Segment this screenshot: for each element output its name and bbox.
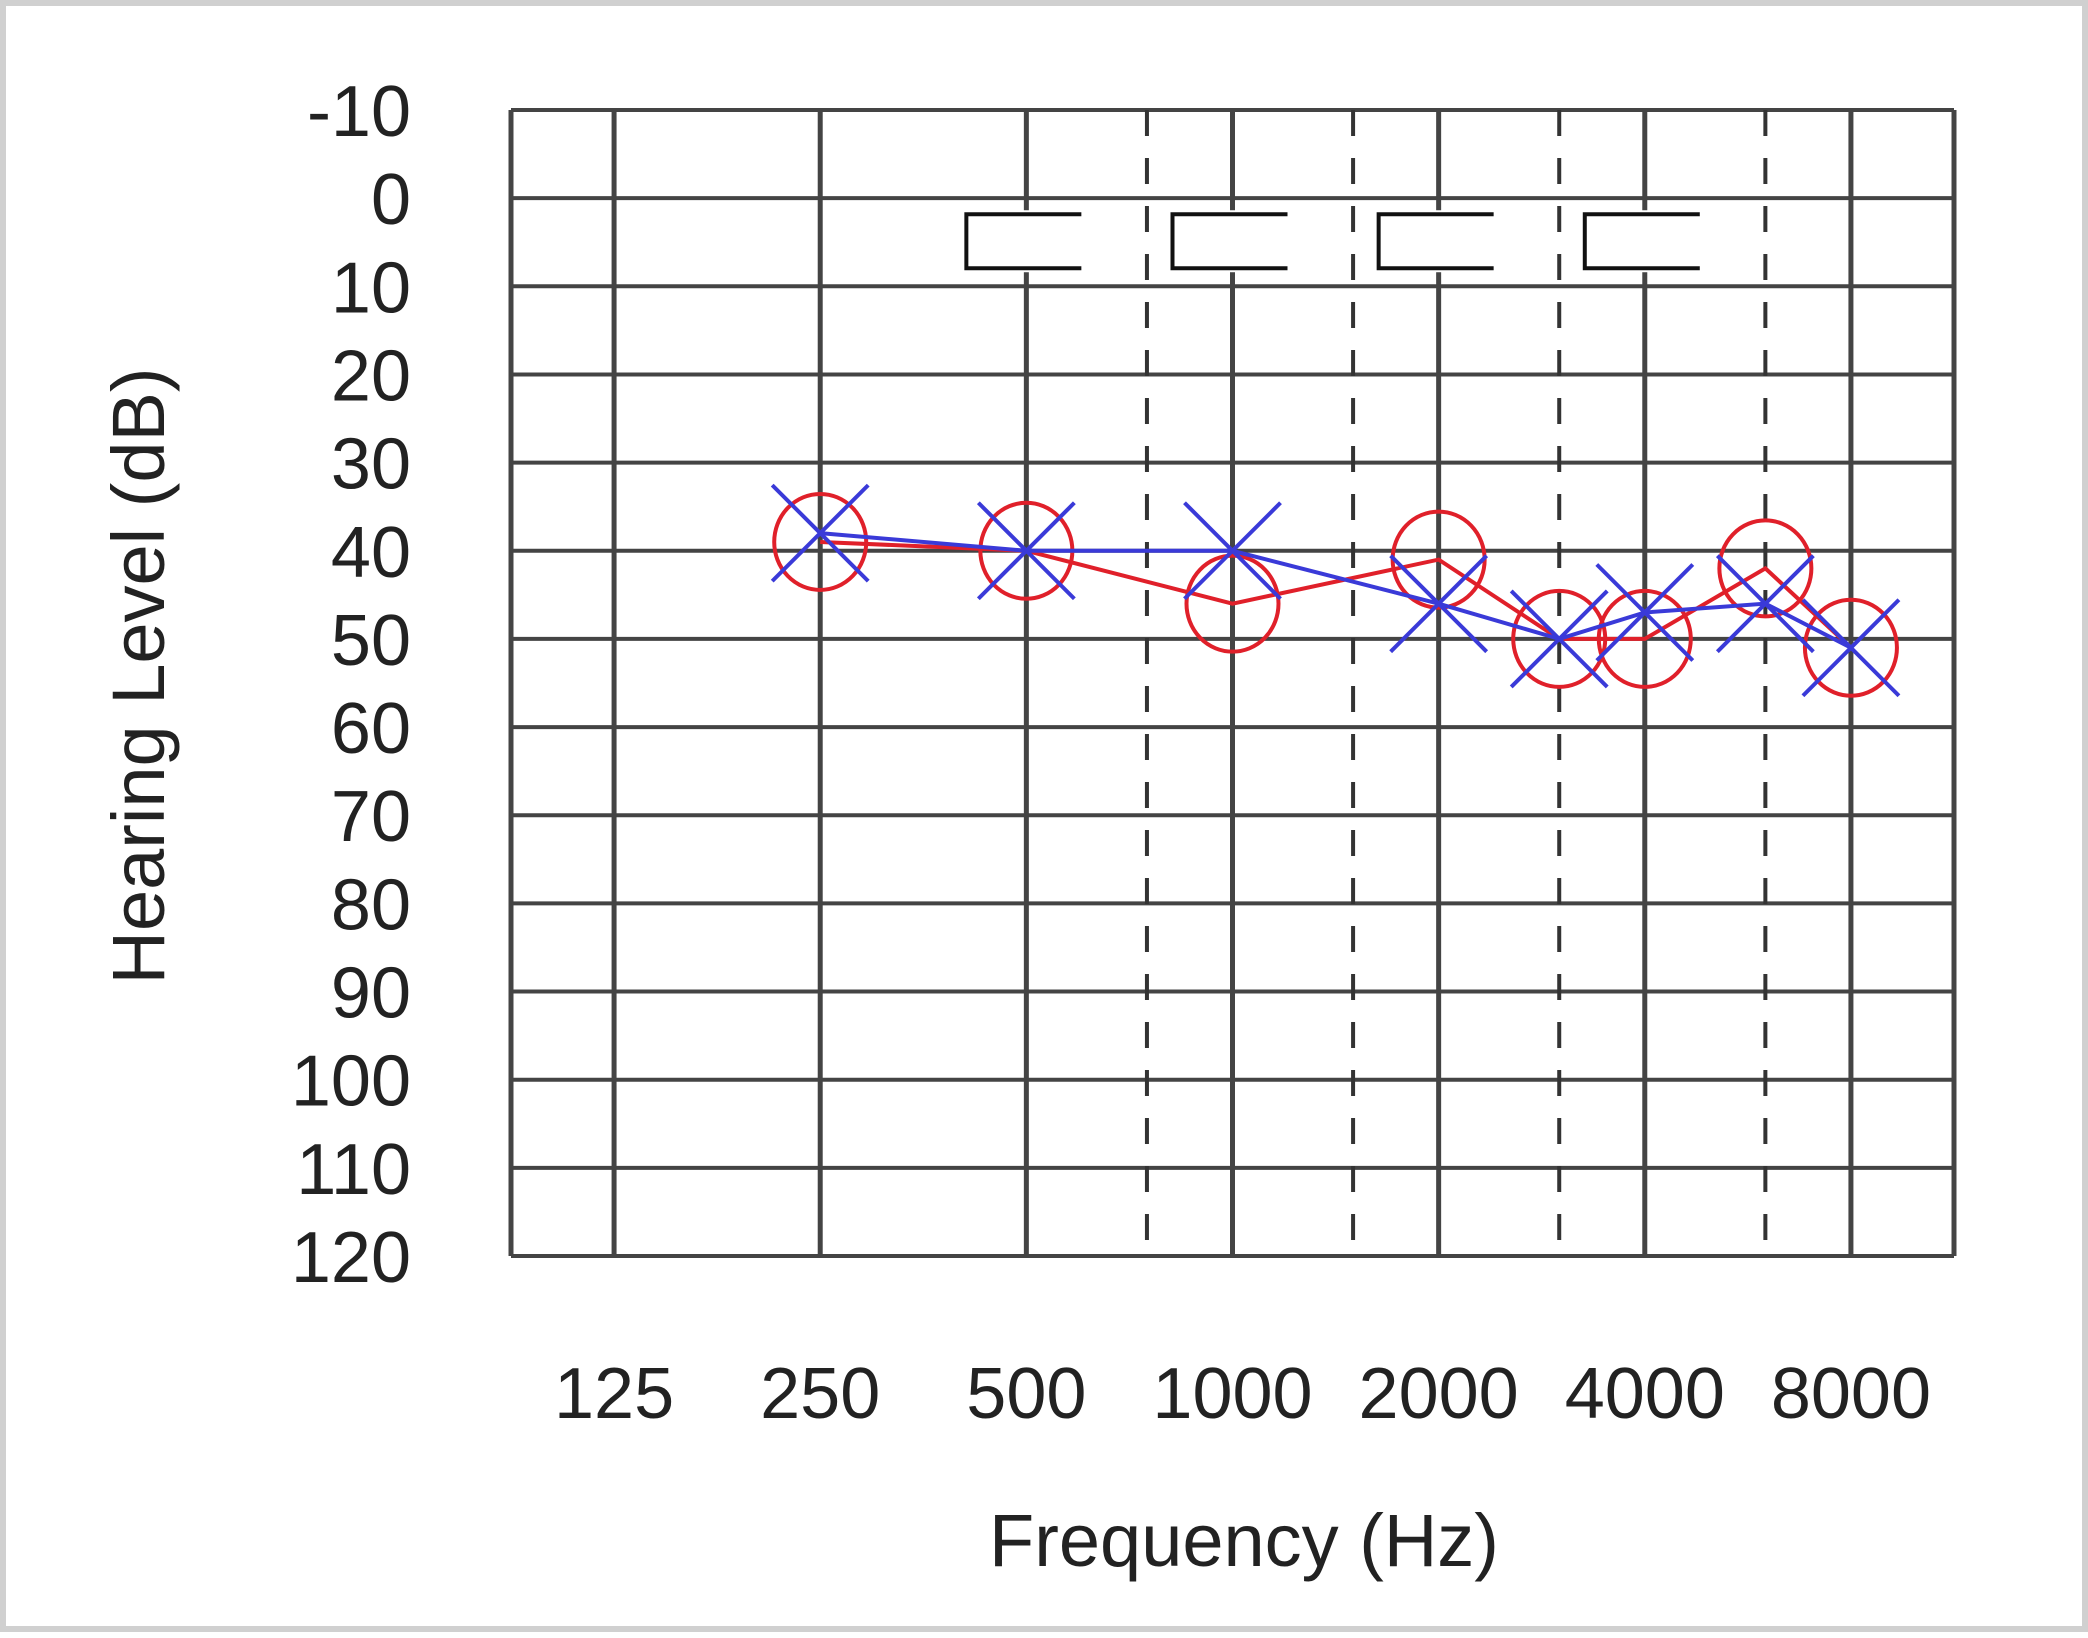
y-axis-title: Hearing Level (dB) bbox=[97, 368, 180, 985]
x-tick-label: 125 bbox=[554, 1354, 674, 1434]
x-marker bbox=[1183, 501, 1282, 601]
circle-marker bbox=[772, 491, 869, 592]
y-tick-label: 10 bbox=[331, 248, 411, 328]
y-tick-label: -10 bbox=[307, 72, 411, 152]
y-tick-label: 0 bbox=[371, 160, 411, 240]
x-marker bbox=[1595, 563, 1695, 662]
y-tick-label: 100 bbox=[291, 1042, 411, 1122]
y-tick-label: 70 bbox=[331, 777, 411, 857]
x-marker bbox=[976, 501, 1076, 601]
series-line bbox=[820, 539, 1853, 650]
y-tick-label: 40 bbox=[331, 513, 411, 593]
series-line bbox=[820, 531, 1852, 650]
x-tick-labels: 125 250 500 1000 2000 4000 8000 bbox=[554, 1354, 1931, 1434]
x-marker bbox=[1389, 554, 1489, 654]
x-marker bbox=[1715, 554, 1815, 654]
bracket-marker bbox=[1580, 210, 1759, 273]
y-tick-label: 50 bbox=[331, 601, 411, 681]
circle-marker bbox=[1596, 588, 1693, 689]
bracket-markers bbox=[962, 210, 1759, 273]
y-tick-label: 60 bbox=[331, 689, 411, 769]
bracket-marker bbox=[1168, 210, 1347, 273]
bracket-marker bbox=[962, 210, 1141, 273]
circle-marker bbox=[1802, 597, 1899, 698]
grid bbox=[508, 108, 1957, 1258]
x-tick-label: 250 bbox=[760, 1354, 880, 1434]
x-tick-label: 2000 bbox=[1359, 1354, 1519, 1434]
x-axis-title: Frequency (Hz) bbox=[989, 1499, 1499, 1582]
x-tick-label: 8000 bbox=[1771, 1354, 1931, 1434]
series bbox=[770, 483, 1901, 698]
x-tick-label: 4000 bbox=[1565, 1354, 1725, 1434]
x-marker bbox=[1509, 589, 1609, 689]
circle-marker bbox=[1511, 588, 1608, 689]
y-tick-label: 20 bbox=[331, 336, 411, 416]
y-tick-label: 30 bbox=[331, 425, 411, 505]
circle-marker bbox=[1717, 518, 1814, 619]
y-tick-label: 120 bbox=[291, 1218, 411, 1298]
circle-marker bbox=[1184, 553, 1281, 654]
y-tick-label: 110 bbox=[296, 1130, 411, 1210]
x-tick-label: 500 bbox=[966, 1354, 1086, 1434]
y-tick-label: 80 bbox=[331, 865, 411, 945]
x-tick-label: 1000 bbox=[1152, 1354, 1312, 1434]
y-tick-label: 90 bbox=[331, 954, 411, 1034]
x-marker bbox=[1801, 598, 1901, 698]
bracket-marker bbox=[1374, 210, 1553, 273]
x-marker bbox=[770, 483, 870, 583]
